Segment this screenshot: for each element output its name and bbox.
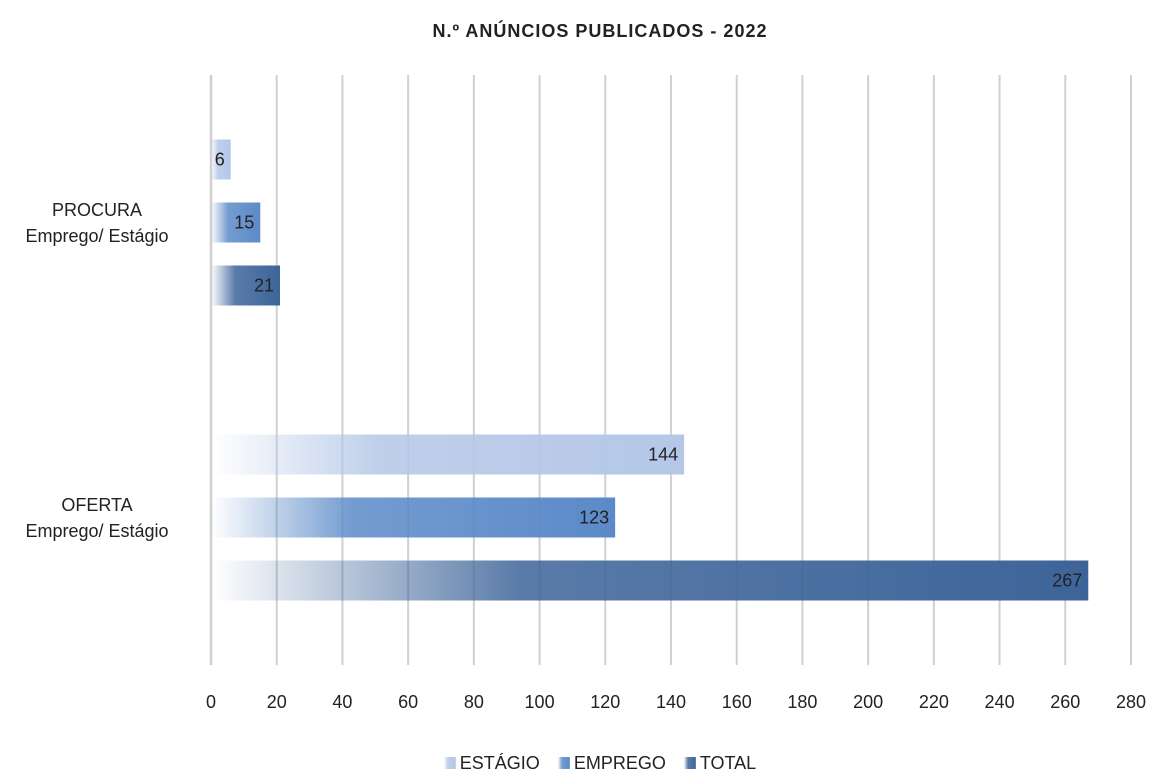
legend-swatch (443, 757, 456, 769)
x-tick-label: 20 (267, 692, 287, 712)
data-label: 123 (579, 507, 609, 527)
x-tick-label: 180 (787, 692, 817, 712)
y-tick-label: PROCURA Emprego/ Estágio (25, 199, 169, 246)
x-tick-label: 80 (464, 692, 484, 712)
bar (211, 560, 1089, 601)
data-label: 21 (254, 275, 274, 295)
bar (211, 434, 685, 475)
x-tick-label: 40 (332, 692, 352, 712)
legend-label: ESTÁGIO (460, 753, 540, 771)
x-tick-label: 200 (853, 692, 883, 712)
bar (211, 497, 616, 538)
bar (211, 139, 231, 180)
legend-label: EMPREGO (574, 753, 666, 771)
x-tick-label: 220 (919, 692, 949, 712)
x-tick-label: 0 (206, 692, 216, 712)
x-tick-label: 280 (1116, 692, 1146, 712)
data-label: 6 (215, 149, 225, 169)
x-tick-label: 120 (590, 692, 620, 712)
bar (211, 265, 280, 306)
x-tick-label: 240 (985, 692, 1015, 712)
x-tick-label: 140 (656, 692, 686, 712)
x-tick-label: 160 (722, 692, 752, 712)
legend-label: TOTAL (700, 753, 756, 771)
legend-swatch (683, 757, 696, 769)
y-tick-label: OFERTA Emprego/ Estágio (25, 494, 169, 541)
x-tick-label: 100 (525, 692, 555, 712)
x-tick-label: 60 (398, 692, 418, 712)
data-label: 144 (648, 444, 678, 464)
bar (211, 202, 261, 243)
x-tick-label: 260 (1050, 692, 1080, 712)
data-label: 15 (234, 212, 254, 232)
data-label: 267 (1052, 570, 1082, 590)
legend-swatch (557, 757, 570, 769)
chart-title: N.º ANÚNCIOS PUBLICADOS - 2022 (433, 20, 768, 41)
